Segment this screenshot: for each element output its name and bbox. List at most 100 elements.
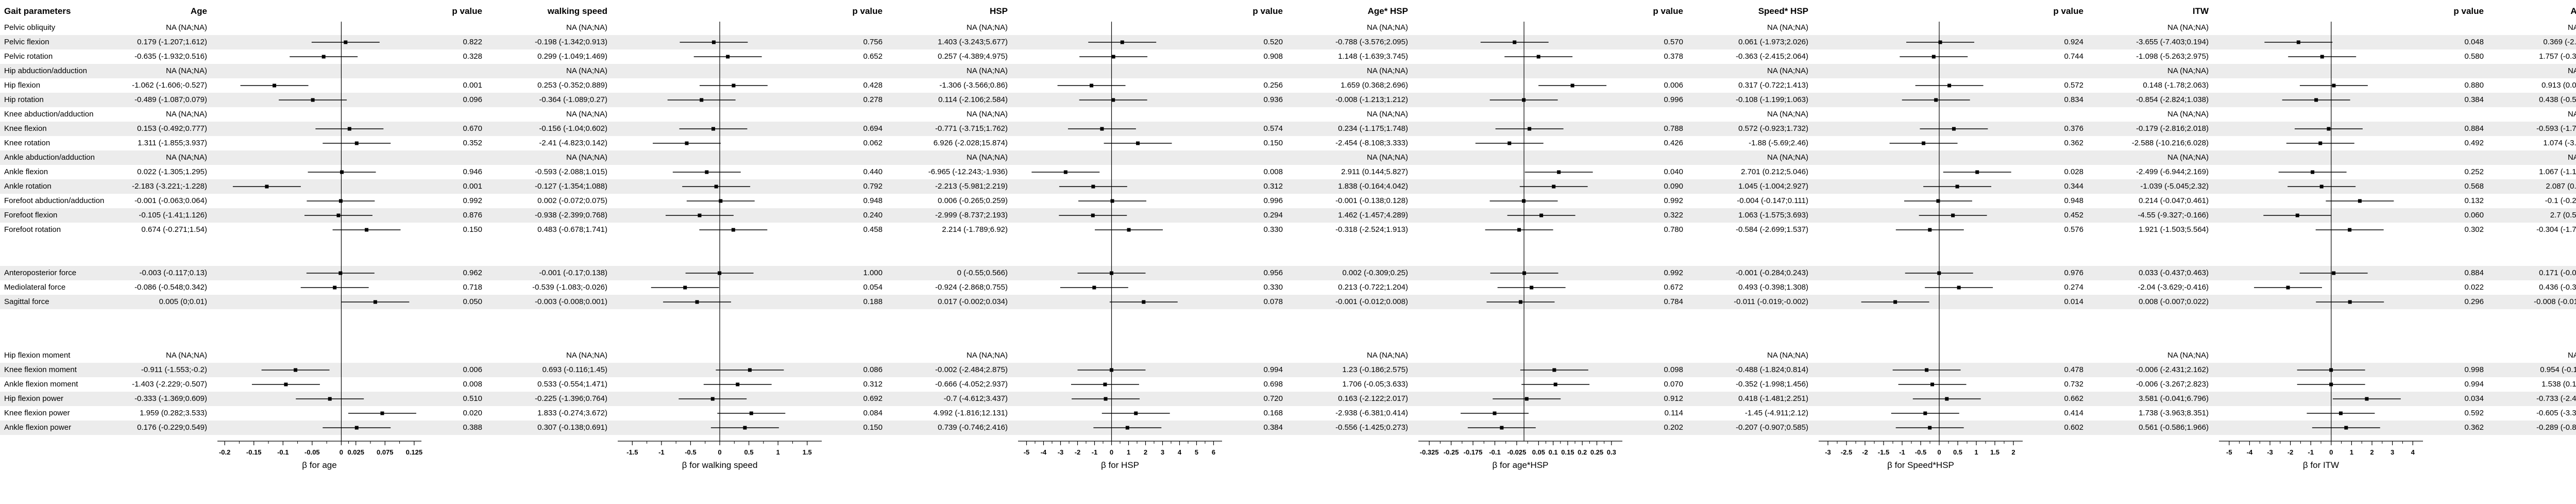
point-estimate-marker xyxy=(1955,184,1959,189)
point-estimate-marker xyxy=(1957,285,1961,290)
point-estimate-marker xyxy=(1557,170,1561,174)
row-label: Forefoot abduction/adduction xyxy=(4,196,105,205)
point-estimate-marker xyxy=(1109,368,1113,372)
estimate-value: -2.588 (-10.216;6.028) xyxy=(2131,139,2209,147)
estimate-value: 0.114 (-2.106;2.584) xyxy=(938,95,1008,104)
estimate-value: 0.214 (-0.047;0.461) xyxy=(2139,196,2209,205)
estimate-value: 0.572 (-0.923;1.732) xyxy=(1738,124,1808,133)
p-value: 0.822 xyxy=(463,38,482,46)
p-value-header: p value xyxy=(2453,6,2484,16)
estimate-value: 2.701 (0.212;5.046) xyxy=(1741,167,1808,176)
point-estimate-marker xyxy=(2338,411,2343,415)
axis-tick-label: 1 xyxy=(2350,448,2353,456)
estimate-value: -0.488 (-1.824;0.814) xyxy=(1736,365,1808,374)
point-estimate-marker xyxy=(710,397,715,401)
estimate-value: 0.176 (-0.229;0.549) xyxy=(137,423,207,432)
estimate-value: 0.022 (-1.305;1.295) xyxy=(137,167,207,176)
p-value: 0.580 xyxy=(2464,52,2484,61)
p-value: 0.078 xyxy=(1263,297,1283,306)
point-estimate-marker xyxy=(1536,55,1540,59)
axis-tick-label: -3 xyxy=(1058,448,1064,456)
estimate-value: -0.004 (-0.147;0.111) xyxy=(1737,196,1808,205)
point-estimate-marker xyxy=(714,184,718,189)
axis-tick-label: 1.5 xyxy=(803,448,812,456)
row-label: Knee abduction/adduction xyxy=(4,110,94,119)
axis-tick-label: -0.25 xyxy=(1444,448,1459,456)
point-estimate-marker xyxy=(1975,170,1979,174)
estimate-value: -0.001 (-0.138;0.128) xyxy=(1335,196,1408,205)
estimate-value: 0.418 (-1.481;2.251) xyxy=(1738,394,1808,403)
estimate-value: -1.039 (-5.045;2.32) xyxy=(2140,182,2209,191)
axis-tick-label: 0 xyxy=(1937,448,1941,456)
estimate-value: -0.364 (-1.089;0.27) xyxy=(539,95,607,104)
estimate-value: 1.706 (-0.05;3.633) xyxy=(1342,380,1408,389)
axis-tick-label: -0.325 xyxy=(1420,448,1439,456)
estimate-value: -1.062 (-1.606;-0.527) xyxy=(132,81,207,90)
point-estimate-marker xyxy=(2286,285,2290,290)
estimate-value: -1.403 (-2.229;-0.507) xyxy=(132,380,207,389)
row-stripe xyxy=(0,122,2576,136)
p-value: 0.302 xyxy=(2464,225,2484,234)
row-label: Knee flexion xyxy=(4,124,47,133)
axis-tick-label: -5 xyxy=(2226,448,2232,456)
estimate-value: -0.198 (-1.342;0.913) xyxy=(535,38,607,46)
estimate-value: -3.655 (-7.403;0.194) xyxy=(2136,38,2209,46)
point-estimate-marker xyxy=(2332,271,2336,275)
axis-tick-label: -1 xyxy=(658,448,665,456)
estimate-value: 0.002 (-0.309;0.25) xyxy=(1342,268,1408,277)
p-value-header: p value xyxy=(852,6,883,16)
estimate-value: -0.127 (-1.354;1.088) xyxy=(535,182,607,191)
point-estimate-marker xyxy=(1513,40,1517,44)
estimate-value: -0.008 (-1.213;1.212) xyxy=(1335,95,1408,104)
point-estimate-marker xyxy=(1522,98,1526,102)
p-value: 0.006 xyxy=(463,365,482,374)
p-value: 0.452 xyxy=(2064,211,2083,220)
estimate-value: -2.499 (-6.944;2.169) xyxy=(2136,167,2209,176)
estimate-value: NA (NA;NA) xyxy=(1366,351,1408,360)
estimate-value: -0.605 (-3.305;2.134) xyxy=(2536,409,2576,417)
estimate-value: 2.911 (0.144;5.827) xyxy=(1341,167,1408,176)
estimate-value: -0.539 (-1.083;-0.026) xyxy=(532,283,607,292)
panel-header: walking speed xyxy=(547,6,607,16)
p-value: 0.458 xyxy=(863,225,883,234)
estimate-value: 1.838 (-0.164;4.042) xyxy=(1338,182,1408,191)
estimate-value: NA (NA;NA) xyxy=(2167,66,2209,75)
p-value: 0.084 xyxy=(863,409,883,417)
point-estimate-marker xyxy=(373,300,377,304)
axis-tick-label: -2.5 xyxy=(1841,448,1852,456)
estimate-value: -0.854 (-2.824;1.038) xyxy=(2136,95,2209,104)
estimate-value: -0.001 (-0.17;0.138) xyxy=(539,268,607,277)
p-value: 0.992 xyxy=(1664,268,1683,277)
axis-tick-label: 1 xyxy=(1974,448,1978,456)
point-estimate-marker xyxy=(273,83,277,88)
p-value: 0.428 xyxy=(863,81,883,90)
point-estimate-marker xyxy=(1930,382,1935,387)
p-value: 0.388 xyxy=(463,423,482,432)
estimate-value: 1.833 (-0.274;3.672) xyxy=(537,409,607,417)
panel-header: ITW xyxy=(2192,6,2209,16)
p-value: 1.000 xyxy=(863,268,883,277)
estimate-value: NA (NA;NA) xyxy=(2567,351,2576,360)
p-value: 0.924 xyxy=(2064,38,2083,46)
estimate-value: 2.214 (-1.789;6.92) xyxy=(942,225,1008,234)
row-label: Mediolateral force xyxy=(4,283,66,292)
point-estimate-marker xyxy=(2327,127,2331,131)
forest-plot: -0.325 -0.25 -0.175 -0.1 -0.025 0.05 0.1 0.15 0.… xyxy=(1418,22,1622,470)
estimate-value: -6.965 (-12.243;-1.936) xyxy=(928,167,1008,176)
p-value: 0.884 xyxy=(2464,124,2484,133)
row-label: Hip rotation xyxy=(4,95,44,104)
estimate-value: 3.581 (-0.041;6.796) xyxy=(2139,394,2209,403)
p-value: 0.312 xyxy=(863,380,883,389)
estimate-value: 1.738 (-3.963;8.351) xyxy=(2139,409,2209,417)
axis-tick-label: -0.025 xyxy=(1507,448,1526,456)
row-label: Forefoot rotation xyxy=(4,225,61,234)
estimate-value: -0.556 (-1.425;0.273) xyxy=(1335,423,1408,432)
estimate-value: 0.533 (-0.554;1.471) xyxy=(537,380,607,389)
estimate-value: 2.087 (0.399;3.84) xyxy=(2546,182,2576,191)
estimate-value: NA (NA;NA) xyxy=(966,23,1008,32)
p-value: 0.028 xyxy=(2064,167,2083,176)
p-value: 0.998 xyxy=(2464,365,2484,374)
estimate-value: NA (NA;NA) xyxy=(2567,23,2576,32)
point-estimate-marker xyxy=(1493,411,1497,415)
estimate-value: 0.033 (-0.437;0.463) xyxy=(2139,268,2209,277)
